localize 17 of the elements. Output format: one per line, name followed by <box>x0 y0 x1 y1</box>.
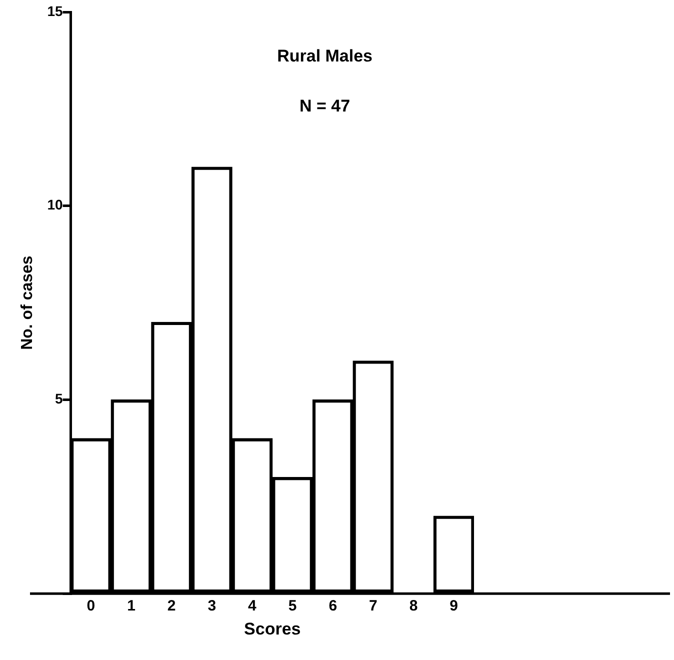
y-tick-label: 5 <box>54 390 63 407</box>
x-tick-label: 4 <box>248 598 258 615</box>
text: Rural Males <box>277 46 373 66</box>
x-tick-label: 7 <box>369 598 378 615</box>
x-tick-label: 8 <box>409 598 418 615</box>
x-tick-label: 1 <box>127 598 136 615</box>
x-tick-label: 2 <box>167 598 176 615</box>
x-tick-label: 9 <box>450 598 458 615</box>
text: N = 47 <box>300 96 350 116</box>
y-tick-label: 10 <box>47 196 63 213</box>
y-axis-title: No. of cases <box>19 256 36 350</box>
x-tick-label: 3 <box>208 598 216 615</box>
x-tick-label: 0 <box>86 598 96 615</box>
x-axis-title: Scores <box>244 619 301 638</box>
y-tick-label: 15 <box>47 2 63 19</box>
x-tick-label: 6 <box>328 598 338 615</box>
x-tick-label: 5 <box>288 598 297 615</box>
